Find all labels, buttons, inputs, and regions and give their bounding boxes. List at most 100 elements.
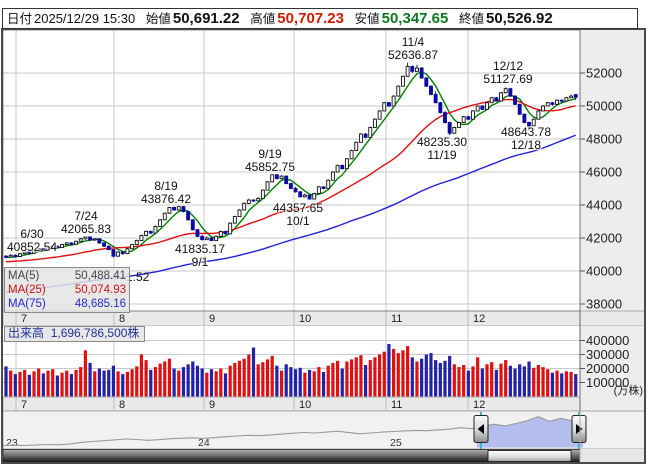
volume-bar [490,362,494,397]
candle [284,175,289,185]
date-value: 2025/12/29 15:30 [34,11,136,26]
ma25-label: MA(25) [8,284,46,296]
candle [443,112,447,123]
candle [358,133,363,143]
volume-bar [37,368,41,397]
candle [32,250,36,254]
candle [330,171,335,181]
candle [349,150,354,160]
volume-bar [317,367,321,397]
candle [555,99,560,105]
volume-bar [256,364,260,397]
volume-bar [452,364,456,397]
candle [368,126,373,138]
volume-bar [60,372,64,397]
volume-total-value: 1,696,786,500株 [50,326,140,340]
volume-bar [261,362,265,397]
svg-text:8: 8 [119,399,125,411]
volume-bar [116,371,120,397]
volume-bar [265,359,270,397]
navigator-selection[interactable] [3,416,583,448]
volume-bar [555,370,559,397]
volume-bar [139,354,144,397]
candle [321,186,326,189]
candle [559,99,564,102]
volume-bar [349,359,354,397]
candle [340,164,345,170]
ma75-legend-row: MA(75) 48,685.16 [8,297,126,311]
candle [88,236,93,241]
volume-bar [424,354,428,397]
candle [265,181,270,191]
candle [181,206,186,213]
candle [354,141,359,152]
chart-annotation: 9/19 45852.75 [244,147,296,174]
candle [55,245,60,248]
svg-text:40000: 40000 [586,264,622,279]
candle [447,122,452,134]
candle [64,242,69,246]
chart-annotation: 6/30 40852.54 [6,227,58,254]
volume-bar [443,360,447,397]
candle [377,110,382,120]
candle [195,229,200,237]
volume-bar [251,347,256,397]
volume-bar [219,368,223,397]
open-label: 始値 [145,12,171,26]
candle [475,105,480,112]
navigator-left-handle[interactable] [473,415,489,443]
candle [438,102,443,114]
volume-bar [13,374,17,397]
volume-bar [532,367,536,397]
candle [415,67,419,72]
candle [513,95,517,105]
ma5-value: 50,488.41 [74,270,126,282]
volume-bar [527,361,531,397]
volume-bar [326,365,330,397]
volume-bar [438,362,442,397]
navigator-right-handle[interactable] [571,415,587,443]
chart-annotation: 48643.78 12/18 [500,125,552,152]
volume-bar [247,354,251,397]
volume-bar [93,371,97,397]
candle [466,116,471,120]
svg-text:9: 9 [209,399,215,411]
candle [344,158,349,170]
volume-bar [504,360,508,397]
volume-bar [331,362,335,397]
svg-text:25: 25 [390,437,402,449]
svg-text:7: 7 [21,399,27,411]
svg-text:46000: 46000 [586,165,622,180]
volume-bar [321,372,326,397]
volume-bar [149,369,153,397]
volume-series [4,344,578,397]
chart-annotation: 48235.30 11/19 [416,135,468,162]
volume-bar [340,368,344,397]
volume-bar [270,355,274,397]
candle [97,238,102,244]
candle [527,122,531,127]
volume-bar [209,369,214,397]
volume-bar [335,360,340,397]
volume-bar [410,357,414,397]
candle [242,202,247,211]
volume-bar [513,368,517,397]
candle [573,94,578,98]
svg-text:11: 11 [391,313,402,325]
volume-bar [158,363,162,397]
candle [102,242,107,247]
svg-text:44000: 44000 [586,198,622,213]
candle [499,92,503,102]
volume-bar [23,369,27,397]
candle [209,237,214,242]
candle [569,95,574,99]
horizontal-scrollbar-thumb[interactable] [487,450,572,462]
quote-info-bar: 日付 2025/12/29 15:30 始値 50,691.22 高値 50,707.… [2,8,638,29]
candle [293,188,298,193]
volume-bar [4,366,8,397]
volume-bar [541,367,545,397]
volume-bar [289,367,293,397]
volume-bar [550,372,554,397]
volume-bar [172,368,176,397]
candle [232,216,237,224]
